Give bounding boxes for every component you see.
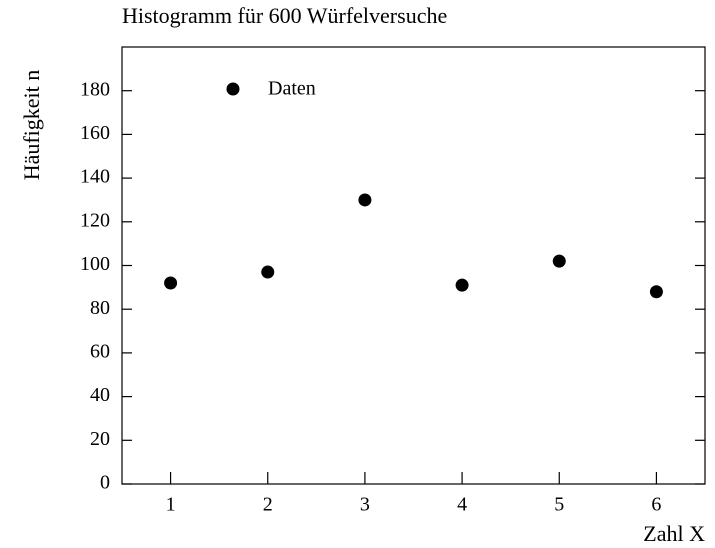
y-tick-label: 160 <box>80 122 110 144</box>
data-point <box>552 254 566 268</box>
y-tick-label: 140 <box>80 166 110 188</box>
y-tick-label: 0 <box>100 472 110 494</box>
x-tick-label: 1 <box>166 494 176 516</box>
x-tick-label: 2 <box>263 494 273 516</box>
data-point <box>261 265 275 279</box>
data-point <box>164 276 178 290</box>
data-point <box>649 285 663 299</box>
y-tick-label: 80 <box>90 297 110 319</box>
y-axis-label: Häufigkeit n <box>19 70 44 181</box>
y-tick-label: 40 <box>90 384 110 406</box>
data-point <box>358 193 372 207</box>
x-tick-label: 5 <box>554 494 564 516</box>
y-tick-label: 120 <box>80 209 110 231</box>
x-tick-label: 3 <box>360 494 370 516</box>
plot-frame <box>121 46 706 485</box>
x-tick-label: 4 <box>457 494 467 516</box>
y-tick-label: 20 <box>90 428 110 450</box>
x-axis-label: Zahl X <box>643 521 705 546</box>
x-tick-label: 6 <box>651 494 661 516</box>
legend-marker <box>226 82 240 96</box>
legend-label: Daten <box>268 78 316 100</box>
y-tick-label: 60 <box>90 340 110 362</box>
chart-title: Histogramm für 600 Würfelversuche <box>122 3 447 28</box>
data-point <box>455 278 469 292</box>
y-tick-label: 100 <box>80 253 110 275</box>
y-tick-label: 180 <box>80 78 110 100</box>
